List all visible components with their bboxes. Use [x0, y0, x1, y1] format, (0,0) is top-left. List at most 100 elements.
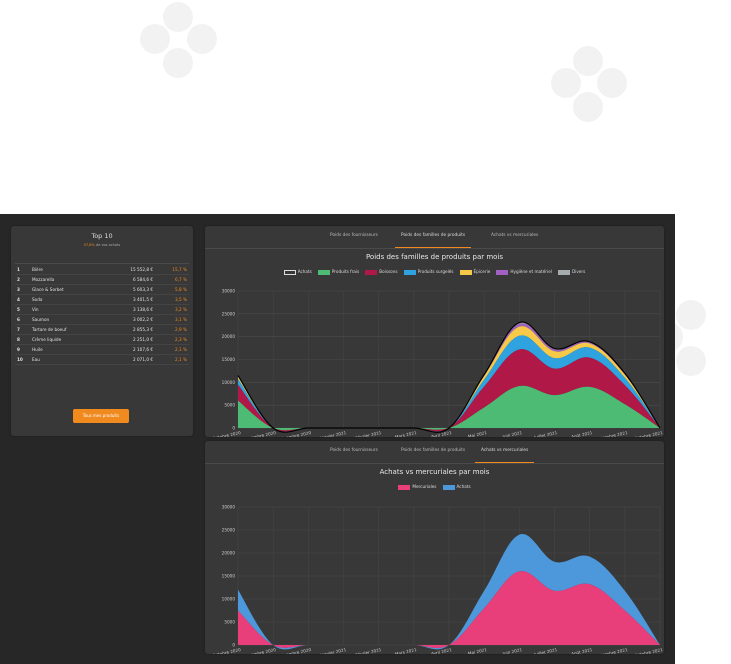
area-series [238, 323, 660, 433]
chart-tabs: Poids des fournisseurs Poids des famille… [205, 441, 664, 464]
tab-mercuriales[interactable]: Achats vs mercuriales [491, 233, 539, 238]
x-tick-label: Octobre 2020 [212, 430, 241, 437]
y-tick-label: 5000 [224, 620, 235, 625]
decorative-circle [163, 2, 193, 32]
row-divider [15, 344, 189, 345]
legend-item[interactable]: Achats [442, 484, 471, 490]
legend-swatch [459, 269, 472, 275]
legend-item[interactable]: Boissons [365, 269, 398, 275]
tab-families[interactable]: Poids des familles de produits [401, 448, 466, 453]
product-name: Soda [32, 297, 43, 302]
legend-swatch [442, 484, 455, 490]
decorative-circle [676, 346, 706, 376]
legend-swatch [283, 269, 296, 275]
product-amount: 2 107,6 € [133, 347, 153, 352]
x-tick-label: Mars 2021 [394, 430, 417, 437]
product-share: 5,8 % [175, 287, 187, 292]
rank-label: 8 [17, 337, 20, 342]
rank-label: 3 [17, 287, 20, 292]
area-series [238, 335, 660, 432]
row-divider [15, 334, 189, 335]
y-tick-label: 25000 [222, 311, 236, 316]
product-name: Glace & Sorbet [32, 287, 64, 292]
x-tick-label: Septembre 2021 [593, 430, 629, 437]
legend-swatch [398, 484, 411, 490]
legend-label: Hygiène et matériel [510, 269, 552, 274]
legend-swatch [317, 269, 330, 275]
chart-legend: Achats Produits frais Boissons Produits sur… [205, 269, 664, 275]
product-amount: 3 002,2 € [133, 317, 153, 322]
y-tick-label: 25000 [222, 528, 236, 533]
x-tick-label: Décembre 2020 [278, 647, 312, 654]
chart-legend: Mercuriales Achats [205, 484, 664, 490]
list-item: 10 Eau 2 071,0 € 2,1 % [11, 355, 193, 365]
legend-item[interactable]: Mercuriales [398, 484, 437, 490]
legend-label: Mercuriales [412, 484, 437, 489]
y-tick-label: 10000 [222, 380, 236, 385]
y-tick-label: 15000 [222, 574, 236, 579]
product-amount: 6 584,6 € [133, 277, 153, 282]
legend-item[interactable]: Produits frais [317, 269, 360, 275]
x-tick-label: Février 2021 [355, 430, 382, 437]
product-name: Eau [32, 357, 40, 362]
row-divider [15, 324, 189, 325]
rank-label: 5 [17, 307, 20, 312]
x-tick-label: Juin 2021 [501, 647, 523, 654]
legend-item[interactable]: Épicerie [459, 269, 490, 275]
list-item: 1 Bière 15 552,8 € 15,7 % [11, 265, 193, 275]
legend-item[interactable]: Hygiène et matériel [496, 269, 552, 275]
x-tick-label: Janvier 2021 [319, 647, 347, 654]
legend-swatch [365, 269, 378, 275]
legend-label: Achats [297, 269, 312, 274]
product-share: 3,1 % [175, 317, 187, 322]
product-share: 2,9 % [175, 327, 187, 332]
y-tick-label: 5000 [224, 403, 235, 408]
chart-title: Achats vs mercuriales par mois [379, 468, 490, 476]
product-name: Mozzarella [32, 277, 55, 282]
x-tick-label: Janvier 2021 [319, 430, 347, 437]
product-amount: 2 855,3 € [133, 327, 153, 332]
tab-suppliers[interactable]: Poids des fournisseurs [330, 448, 378, 453]
row-divider [15, 354, 189, 355]
all-products-button[interactable]: Tous mes produits [73, 409, 129, 423]
legend-item[interactable]: Divers [557, 269, 585, 275]
product-amount: 3 401,5 € [133, 297, 153, 302]
row-divider [15, 274, 189, 275]
x-tick-label: Octobre 2020 [212, 647, 241, 654]
area-series [238, 533, 660, 650]
x-tick-label: Août 2021 [571, 647, 594, 654]
rank-label: 4 [17, 297, 20, 302]
product-amount: 5 603,3 € [133, 287, 153, 292]
legend-item[interactable]: Produits surgelés [403, 269, 454, 275]
y-tick-label: 20000 [222, 551, 236, 556]
tab-mercuriales[interactable]: Achats vs mercuriales [474, 448, 535, 463]
decorative-circle [573, 46, 603, 76]
product-amount: 15 552,8 € [130, 267, 153, 272]
x-tick-label: Avril 2021 [430, 430, 452, 437]
decorative-circle [140, 24, 170, 54]
tab-suppliers[interactable]: Poids des fournisseurs [330, 233, 378, 238]
x-tick-label: Mai 2021 [467, 430, 487, 437]
y-tick-label: 15000 [222, 357, 236, 362]
product-name: Tartare de boeuf [32, 327, 67, 332]
rank-label: 2 [17, 277, 20, 282]
y-tick-label: 30000 [222, 505, 236, 510]
list-item: 5 Vin 3 138,6 € 3,2 % [11, 305, 193, 315]
decorative-circle [676, 300, 706, 330]
decorative-circle [187, 24, 217, 54]
top10-share: 57,8% [83, 243, 95, 247]
tab-families[interactable]: Poids des familles de produits [394, 233, 472, 248]
list-item: 2 Mozzarella 6 584,6 € 6,7 % [11, 275, 193, 285]
mercuriales-area-chart: 0 5000 10000 15000 20000 25000 30000 Octobre 20… [212, 505, 663, 655]
legend-label: Produits frais [331, 269, 360, 274]
decorative-circle [551, 68, 581, 98]
legend-label: Achats [456, 484, 471, 489]
area-series [238, 349, 660, 432]
x-tick-label: Avril 2021 [430, 647, 452, 654]
rank-label: 7 [17, 327, 20, 332]
list-item: 8 Crème liquide 2 251,0 € 2,3 % [11, 335, 193, 345]
rank-label: 6 [17, 317, 20, 322]
row-divider [15, 314, 189, 315]
legend-item[interactable]: Achats [283, 269, 312, 275]
rank-label: 10 [17, 357, 23, 362]
